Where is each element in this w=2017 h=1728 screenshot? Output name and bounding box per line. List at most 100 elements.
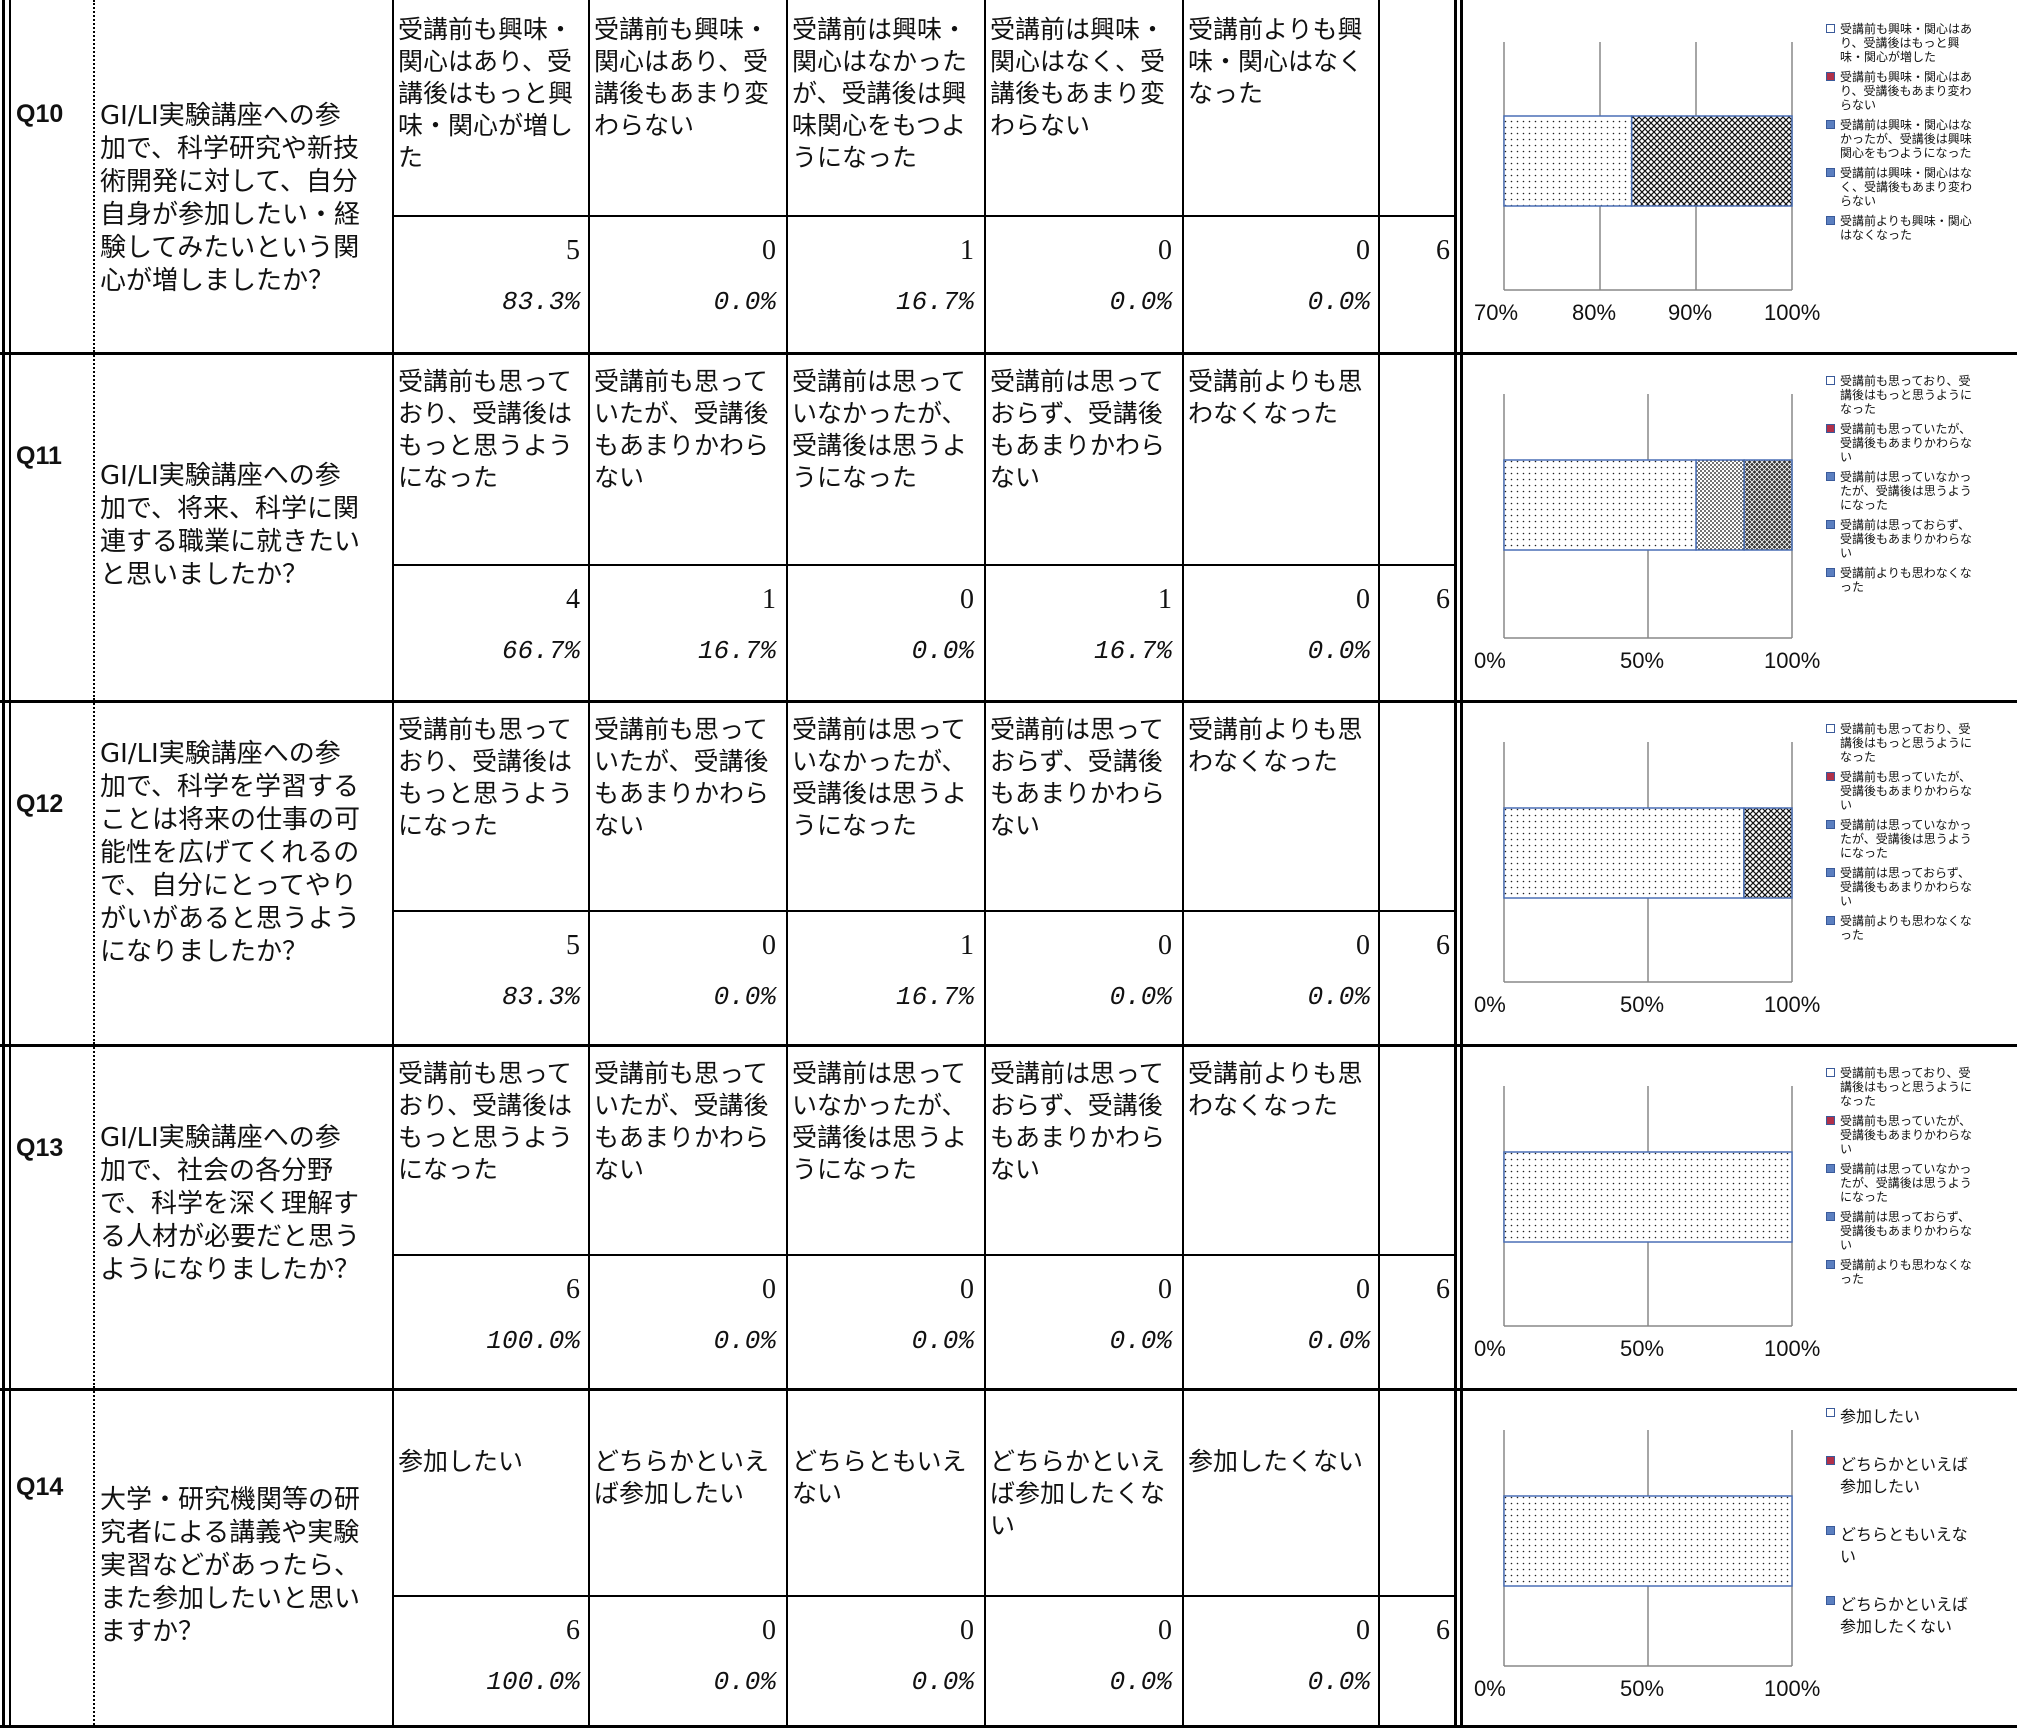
options-counts-divider <box>392 215 1454 217</box>
chart-tick-label: 70% <box>1474 300 1519 325</box>
chart-tick-label: 0% <box>1474 1336 1506 1361</box>
option-column-divider <box>984 0 986 352</box>
id-column-divider <box>93 1388 95 1728</box>
total-count: 6 <box>1436 1274 1450 1305</box>
option-percent: 100.0% <box>486 1667 580 1697</box>
option-label: 受講前も思っていたが、受講後もあまりかわらない <box>594 367 770 492</box>
chart-tick-label: 80% <box>1572 300 1617 325</box>
row-divider <box>0 700 2017 703</box>
option-column-divider <box>786 1388 788 1728</box>
option-label: 受講前は思っていなかったが、受講後は思うようになった <box>792 1059 968 1184</box>
legend-entry: 受講前よりも思わなくなった <box>1826 1258 1976 1286</box>
option-count: 6 <box>566 1615 580 1646</box>
legend-swatch <box>1826 868 1835 877</box>
option-count: 0 <box>762 1615 776 1646</box>
option-count: 0 <box>1356 584 1370 615</box>
option-column-divider <box>1378 1044 1380 1388</box>
chart-plot <box>1503 1086 1793 1327</box>
legend-entry: 受講前は思っていなかったが、受講後は思うようになった <box>1826 818 1976 860</box>
chart-legend: 受講前も興味・関心はあり、受講後はもっと興味・関心が増した 受講前も興味・関心はあ… <box>1826 22 1976 248</box>
legend-entry: 受講前も思っていたが、受講後もあまりかわらない <box>1826 422 1976 464</box>
option-count: 0 <box>762 235 776 266</box>
chart-tick-label: 100% <box>1764 1336 1821 1361</box>
option-label: 参加したくない <box>1188 1447 1364 1476</box>
option-percent: 16.7% <box>895 982 974 1012</box>
option-percent: 16.7% <box>895 287 974 317</box>
legend-swatch <box>1826 1408 1835 1417</box>
chart-column-divider-inner <box>1460 0 1463 352</box>
option-column-divider <box>1378 1388 1380 1728</box>
option-percent: 0.0% <box>713 1667 776 1697</box>
legend-entry: 受講前も思っており、受講後はもっと思うようになった <box>1826 1066 1976 1108</box>
chart-column-divider <box>1454 1388 1457 1728</box>
chart-column-divider-inner <box>1460 700 1463 1044</box>
legend-entry: 受講前は思っていなかったが、受講後は思うようになった <box>1826 1162 1976 1204</box>
legend-entry: 受講前も思っており、受講後はもっと思うようになった <box>1826 722 1976 764</box>
legend-label: 受講前は思っていなかったが、受講後は思うようになった <box>1840 470 1972 512</box>
chart-legend: 受講前も思っており、受講後はもっと思うようになった受講前も思っていたが、受講後も… <box>1826 1066 1976 1292</box>
legend-swatch <box>1826 472 1835 481</box>
stacked-bar-chart: 70% 80% 90% 100% 受講前も興味・関心はあり、受講後はもっと興味・関心が増… <box>1462 0 2002 352</box>
legend-entry: 受講前よりも思わなくなった <box>1826 566 1976 594</box>
chart-plot <box>1503 742 1793 983</box>
chart-plot <box>1503 394 1793 639</box>
chart-tick-label: 100% <box>1764 648 1821 673</box>
chart-tick-label: 50% <box>1620 648 1665 673</box>
question-row: Q11 GI/LI実験講座への参加で、将来、科学に関連する職業に就きたいと思いまし… <box>0 352 2017 700</box>
chart-bar-segment <box>1503 807 1745 899</box>
legend-label: 参加したい <box>1840 1407 1921 1426</box>
chart-tick-label: 100% <box>1764 300 1821 325</box>
option-percent: 16.7% <box>697 636 776 666</box>
chart-column-divider <box>1454 700 1457 1044</box>
option-count: 0 <box>960 1615 974 1646</box>
options-counts-divider <box>392 564 1454 566</box>
total-count: 6 <box>1436 1615 1450 1646</box>
legend-swatch <box>1826 376 1835 385</box>
chart-bar-segment <box>1743 807 1793 899</box>
legend-label: 受講前は興味・関心はなく、受講後もあまり変わらない <box>1840 166 1973 208</box>
outer-border-left-inner <box>9 0 11 1728</box>
legend-swatch <box>1826 1212 1835 1221</box>
option-percent: 0.0% <box>1109 1326 1172 1356</box>
legend-label: 受講前も興味・関心はあり、受講後はもっと興味・関心が増した <box>1840 22 1973 64</box>
option-count: 0 <box>1356 930 1370 961</box>
legend-entry: 受講前も思っていたが、受講後もあまりかわらない <box>1826 1114 1976 1156</box>
legend-swatch <box>1826 1164 1835 1173</box>
option-count: 0 <box>1356 1274 1370 1305</box>
option-label: 受講前よりも思わなくなった <box>1188 367 1363 428</box>
question-id: Q10 <box>16 100 64 128</box>
legend-label: 受講前も思っており、受講後はもっと思うようになった <box>1840 722 1973 764</box>
legend-swatch <box>1826 424 1835 433</box>
stacked-bar-chart: 0% 50% 100% 受講前も思っており、受講後はもっと思うようになった 受講前も思っ… <box>1462 700 2002 1044</box>
option-label: 受講前は思っていなかったが、受講後は思うようになった <box>792 715 968 840</box>
option-column-divider <box>1182 352 1184 700</box>
legend-swatch <box>1826 1116 1835 1125</box>
legend-label: どちらかといえば参加したい <box>1840 1455 1969 1496</box>
option-percent: 0.0% <box>911 636 974 666</box>
question-text: GI/LI実験講座への参加で、科学を学習することは将来の仕事の可能性を広げてくれ… <box>100 739 361 967</box>
legend-label: 受講前は思っていなかったが、受講後は思うようになった <box>1840 818 1972 860</box>
legend-entry: どちらかといえば参加したい <box>1826 1454 1976 1498</box>
option-percent: 0.0% <box>1109 287 1172 317</box>
option-count: 0 <box>960 1274 974 1305</box>
option-column-divider <box>588 0 590 352</box>
option-column-divider <box>392 352 394 700</box>
stacked-bar-chart: 0% 50% 100% 受講前も思っており、受講後はもっと思うようになった 受講前も思っ… <box>1462 1044 2002 1388</box>
option-percent: 0.0% <box>1307 287 1370 317</box>
option-column-divider <box>392 700 394 1044</box>
option-percent: 83.3% <box>501 982 580 1012</box>
question-row: Q13 GI/LI実験講座への参加で、社会の各分野で、科学を深く理解する人材が必要… <box>0 1044 2017 1388</box>
legend-label: 受講前も思っており、受講後はもっと思うようになった <box>1840 1066 1973 1108</box>
option-percent: 0.0% <box>713 982 776 1012</box>
legend-entry: 受講前は思っておらず、受講後もあまりかわらない <box>1826 1210 1976 1252</box>
option-count: 0 <box>1158 235 1172 266</box>
option-column-divider <box>588 352 590 700</box>
question-text: GI/LI実験講座への参加で、将来、科学に関連する職業に就きたいと思いましたか？ <box>100 461 361 590</box>
option-percent: 0.0% <box>1109 982 1172 1012</box>
option-count: 5 <box>566 235 580 266</box>
chart-tick-label: 50% <box>1620 1336 1665 1361</box>
legend-label: 受講前よりも思わなくなった <box>1840 914 1972 942</box>
table-bottom-border <box>0 1725 2017 1728</box>
option-column-divider <box>1182 700 1184 1044</box>
chart-bar-segment <box>1503 459 1697 551</box>
